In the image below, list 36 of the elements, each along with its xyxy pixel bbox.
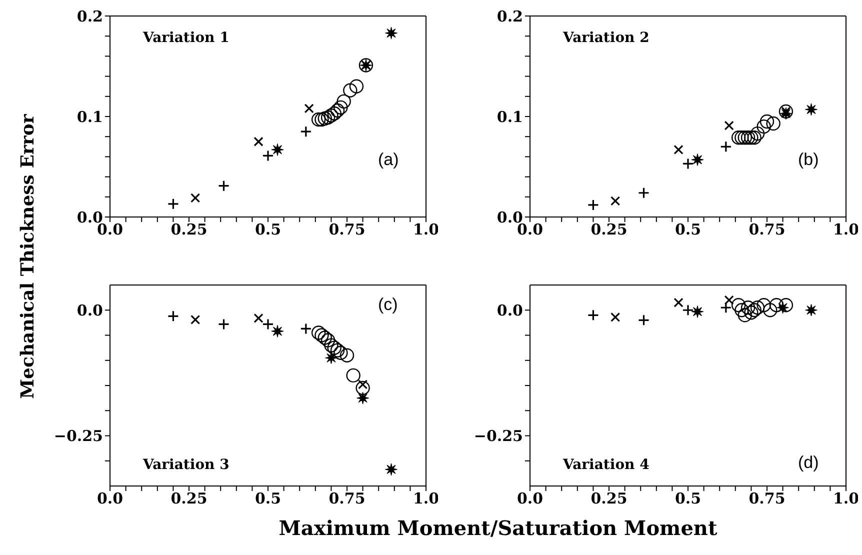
y-tick-label: 0.1 — [76, 108, 103, 126]
x-tick-label: 0.75 — [748, 220, 786, 239]
annotation: (d) — [798, 453, 819, 473]
x-tick-label: 0.0 — [96, 490, 124, 508]
y-tick-label: 0.2 — [76, 7, 103, 26]
x-tick-label: 0.75 — [328, 490, 366, 508]
annotation: (b) — [798, 150, 819, 170]
x-tick-label: 0.5 — [254, 220, 282, 239]
y-tick-label: 0.0 — [496, 301, 523, 320]
annotation: Variation 1 — [143, 30, 230, 46]
annotation: Variation 4 — [563, 457, 650, 473]
annotation: Variation 2 — [563, 30, 650, 46]
y-tick-label: 0.1 — [496, 108, 523, 126]
x-tick-label: 1.0 — [412, 220, 440, 239]
x-tick-label: 0.25 — [170, 220, 208, 239]
x-tick-label: 0.25 — [590, 490, 628, 508]
annotation: (c) — [378, 295, 398, 315]
x-tick-label: 0.75 — [328, 220, 366, 239]
x-tick-label: 0.75 — [748, 490, 786, 508]
y-tick-label: 0.2 — [496, 7, 523, 26]
y-tick-label: −0.25 — [474, 427, 523, 446]
y-tick-label: 0.0 — [76, 301, 103, 320]
y-axis-title: Mechanical Thickness Error — [18, 113, 38, 401]
annotation: Variation 3 — [143, 457, 230, 473]
x-tick-label: 1.0 — [832, 220, 860, 239]
annotation: (a) — [378, 150, 399, 170]
x-tick-label: 0.25 — [170, 490, 208, 508]
x-tick-label: 0.5 — [674, 220, 702, 239]
x-tick-label: 0.0 — [516, 490, 544, 508]
x-tick-label: 0.5 — [674, 490, 702, 508]
x-tick-label: 1.0 — [832, 490, 860, 508]
x-tick-label: 1.0 — [412, 490, 440, 508]
x-tick-label: 0.25 — [590, 220, 628, 239]
y-tick-label: −0.25 — [54, 427, 103, 446]
x-tick-label: 0.5 — [254, 490, 282, 508]
x-axis-title: Maximum Moment/Saturation Moment — [278, 516, 718, 540]
